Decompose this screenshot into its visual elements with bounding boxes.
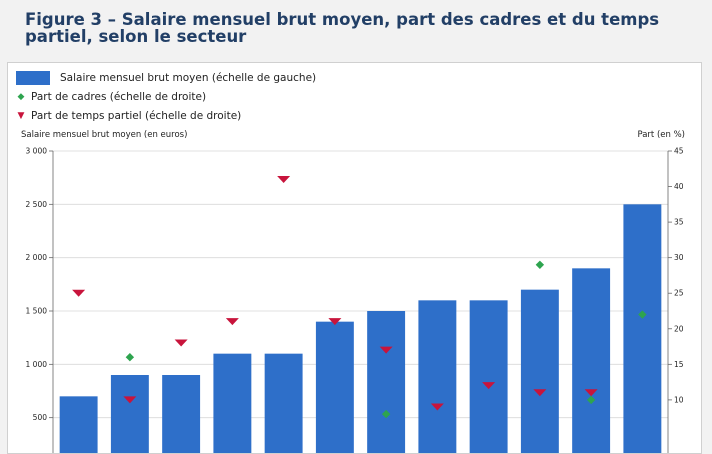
legend-item-cadres[interactable]: ◆ Part de cadres (échelle de droite) [16, 87, 316, 106]
chart-panel: Salaire mensuel brut moyen (échelle de g… [7, 62, 702, 454]
bar-salaire [418, 300, 457, 453]
y-left-tick-label: 1 500 [26, 307, 48, 316]
y-axis-right-title: Part (en %) [637, 130, 685, 140]
bar-salaire [315, 321, 354, 453]
marker-cadres [586, 395, 596, 405]
bar-salaire [110, 375, 149, 453]
marker-cadres [125, 353, 135, 362]
bar-salaire [213, 353, 252, 453]
y-right-tick-label: 40 [674, 182, 684, 191]
figure-title: Figure 3 – Salaire mensuel brut moyen, p… [25, 10, 660, 46]
marker-cadres [638, 310, 647, 319]
bar-salaire [264, 353, 303, 453]
legend-item-salaire[interactable]: Salaire mensuel brut moyen (échelle de g… [16, 68, 316, 87]
y-right-tick-label: 35 [674, 218, 684, 227]
bar-salaire [572, 268, 611, 453]
diamond-marker-icon: ◆ [17, 91, 25, 102]
marker-temps-partiel [533, 389, 547, 397]
marker-temps-partiel [328, 318, 342, 326]
bar-salaire [520, 289, 559, 453]
marker-temps-partiel [72, 289, 86, 297]
bar-salaire [367, 311, 406, 453]
legend-item-temps-partiel[interactable]: ▼ Part de temps partiel (échelle de droi… [16, 106, 316, 125]
y-right-tick-label: 20 [674, 324, 684, 333]
y-left-tick-label: 500 [33, 413, 48, 422]
y-right-tick-label: 15 [674, 360, 684, 369]
marker-temps-partiel [277, 175, 291, 183]
bar-salaire [469, 300, 508, 453]
marker-cadres [381, 409, 391, 419]
triangle-down-marker-icon: ▼ [17, 110, 25, 121]
marker-temps-partiel [584, 389, 598, 397]
legend-label-cadres: Part de cadres (échelle de droite) [31, 90, 207, 103]
y-right-tick-label: 45 [674, 147, 684, 156]
y-right-tick-label: 10 [674, 395, 684, 404]
bar-salaire [59, 396, 98, 453]
legend-label-temps-partiel: Part de temps partiel (échelle de droite… [31, 109, 242, 122]
bar-salaire [623, 204, 662, 453]
marker-temps-partiel [482, 382, 496, 390]
legend-label-salaire: Salaire mensuel brut moyen (échelle de g… [60, 71, 317, 84]
y-left-tick-label: 1 000 [26, 360, 48, 369]
marker-temps-partiel [379, 346, 393, 354]
y-left-tick-label: 2 500 [26, 200, 48, 209]
y-right-tick-label: 25 [674, 289, 684, 298]
plot-area: 3 000 2 500 2 000 1 500 1 000 500 45 40 35 30 25 20… [26, 147, 684, 453]
legend: Salaire mensuel brut moyen (échelle de g… [16, 68, 316, 125]
marker-temps-partiel [123, 396, 137, 404]
y-left-tick-label: 3 000 [26, 147, 48, 156]
y-left-tick-label: 2 000 [26, 253, 48, 262]
marker-temps-partiel [430, 403, 444, 411]
marker-temps-partiel [174, 339, 188, 347]
marker-temps-partiel [225, 318, 239, 326]
y-right-tick-label: 30 [674, 253, 684, 262]
bar-salaire [162, 375, 201, 453]
legend-bar-swatch [16, 70, 50, 85]
y-axis-left-title: Salaire mensuel brut moyen (en euros) [21, 130, 188, 140]
marker-cadres [535, 260, 545, 269]
